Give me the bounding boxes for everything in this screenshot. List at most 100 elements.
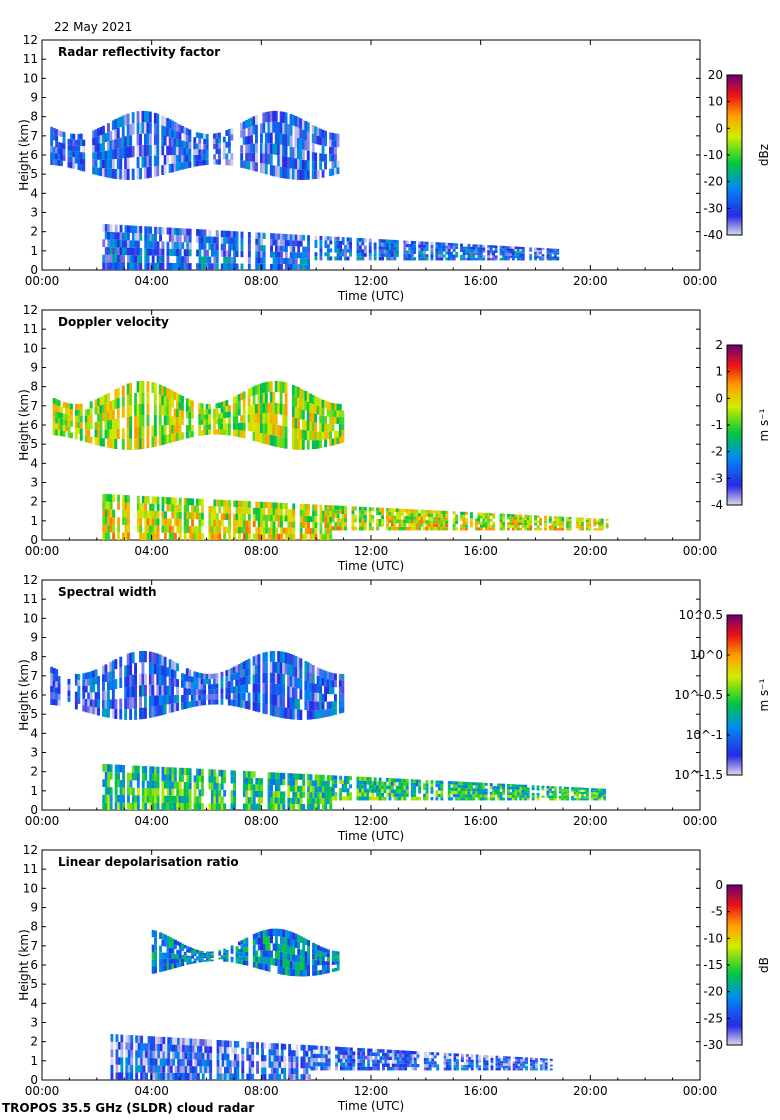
data-cell	[109, 794, 113, 803]
data-cell	[213, 803, 217, 810]
data-cell	[321, 693, 325, 702]
data-cell	[220, 423, 224, 430]
data-cell	[178, 518, 182, 526]
data-cell	[585, 526, 589, 529]
data-cell	[381, 246, 384, 250]
data-cell	[260, 163, 263, 173]
data-cell	[405, 240, 409, 244]
data-cell	[171, 248, 175, 256]
data-cell	[277, 245, 281, 252]
data-cell	[287, 791, 291, 798]
data-cell	[363, 784, 367, 789]
data-cell	[272, 165, 276, 177]
data-cell	[168, 389, 172, 399]
data-cell	[74, 145, 78, 152]
data-cell	[585, 520, 589, 523]
data-cell	[233, 790, 236, 797]
data-cell	[124, 147, 128, 159]
data-cell	[57, 418, 61, 424]
data-cell	[331, 787, 335, 793]
data-cell	[292, 687, 295, 698]
data-cell	[339, 792, 343, 797]
data-cell	[200, 419, 204, 425]
data-cell	[168, 504, 172, 512]
data-cell	[437, 780, 441, 784]
data-cell	[77, 698, 81, 704]
data-cell	[289, 533, 293, 540]
data-cell	[205, 403, 209, 410]
data-cell	[62, 401, 66, 408]
data-cell	[156, 134, 160, 145]
data-cell	[193, 951, 197, 954]
data-cell	[119, 677, 123, 689]
data-cell	[312, 504, 315, 511]
data-cell	[260, 778, 264, 785]
data-cell	[440, 787, 444, 791]
data-cell	[339, 248, 343, 253]
data-cell	[529, 522, 533, 526]
data-cell	[460, 791, 463, 795]
data-cell	[386, 253, 389, 257]
data-cell	[262, 943, 266, 951]
colorbar-segment	[727, 433, 742, 436]
cloud-layer-1	[50, 110, 340, 180]
data-cell	[275, 958, 278, 966]
data-cell	[324, 424, 327, 432]
data-cell	[154, 944, 157, 952]
data-cell	[561, 528, 565, 531]
data-cell	[410, 782, 414, 787]
data-cell	[553, 798, 557, 801]
data-cell	[277, 133, 281, 145]
data-cell	[247, 388, 251, 398]
data-cell	[595, 794, 599, 797]
data-cell	[435, 245, 439, 249]
colorbar-segment	[727, 179, 742, 182]
data-cell	[153, 436, 157, 447]
data-cell	[309, 412, 313, 422]
data-cell	[220, 401, 224, 408]
data-cell	[176, 788, 180, 796]
data-cell	[114, 439, 118, 449]
data-cell	[306, 160, 310, 171]
data-cell	[593, 520, 597, 523]
colorbar-segment	[727, 621, 742, 624]
data-cell	[435, 523, 439, 528]
data-cell	[418, 786, 422, 790]
data-cell	[484, 515, 488, 519]
data-cell	[124, 510, 128, 518]
data-cell	[55, 405, 59, 412]
data-cell	[277, 155, 281, 167]
data-cell	[119, 667, 123, 678]
data-cell	[55, 159, 59, 166]
data-cell	[97, 699, 100, 708]
data-cell	[415, 519, 419, 524]
colorbar-segment	[727, 365, 742, 368]
data-cell	[149, 525, 153, 533]
data-cell	[371, 785, 375, 789]
data-cell	[111, 159, 115, 169]
colorbar-segment	[727, 157, 742, 160]
data-cell	[521, 797, 525, 801]
data-cell	[255, 527, 259, 534]
data-cell	[324, 130, 327, 139]
data-cell	[213, 783, 217, 790]
data-cell	[193, 533, 197, 540]
data-cell	[109, 232, 113, 240]
data-cell	[455, 251, 459, 255]
data-cell	[215, 683, 219, 689]
data-cell	[470, 249, 473, 253]
data-cell	[368, 249, 372, 254]
data-cell	[213, 250, 217, 257]
data-cell	[494, 248, 498, 251]
data-cell	[171, 686, 174, 695]
data-cell	[489, 250, 493, 253]
data-cell	[331, 438, 335, 446]
data-cell	[465, 246, 468, 250]
data-cell	[445, 248, 449, 252]
data-cell	[107, 231, 111, 240]
data-cell	[114, 169, 118, 179]
data-cell	[107, 438, 110, 448]
data-cell	[151, 255, 155, 263]
data-cell	[514, 517, 518, 520]
